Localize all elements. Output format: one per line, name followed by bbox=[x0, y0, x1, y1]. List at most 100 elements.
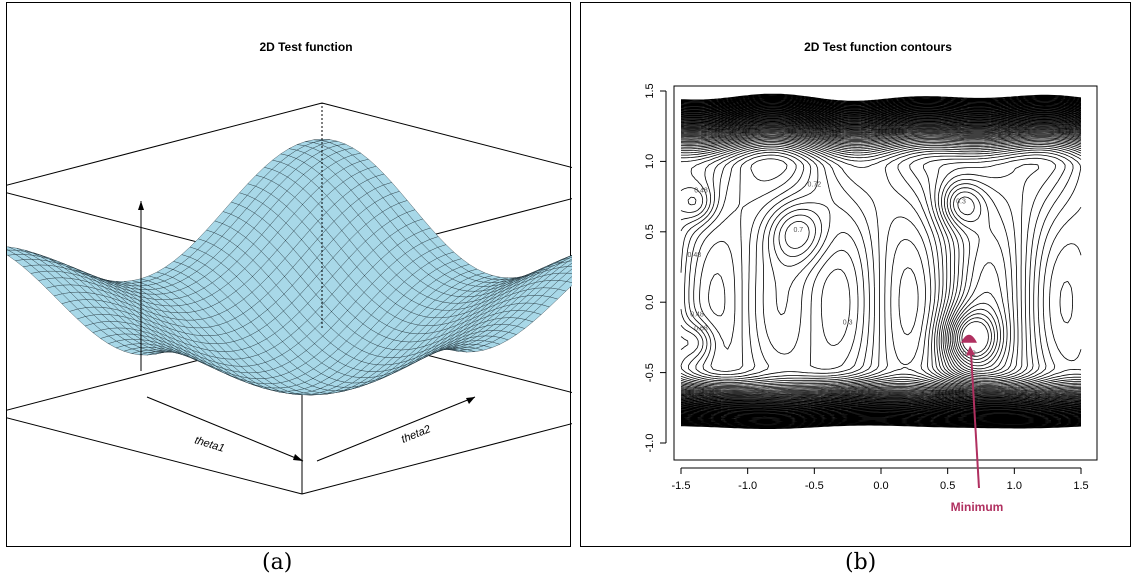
contour-line bbox=[680, 106, 1082, 418]
contour-line bbox=[680, 105, 1082, 419]
contour-line bbox=[680, 118, 1082, 407]
x-tick-label: 0.0 bbox=[873, 480, 888, 492]
contour-line bbox=[680, 109, 1082, 416]
contour-line bbox=[680, 103, 1082, 420]
y-axis-arrow bbox=[316, 396, 476, 462]
y-tick-label: -1.0 bbox=[644, 434, 656, 453]
contour-line bbox=[680, 139, 1082, 390]
x-tick-label: -0.5 bbox=[805, 480, 824, 492]
surface-box-back bbox=[7, 102, 572, 495]
contour-line bbox=[680, 116, 1082, 409]
contour-line bbox=[680, 132, 1082, 395]
contour-lines bbox=[680, 93, 1082, 429]
caption-b: (b) bbox=[845, 550, 877, 575]
contour-label: 0.3 bbox=[956, 199, 966, 206]
contour-line bbox=[680, 108, 1082, 416]
minimum-arrow-head bbox=[966, 345, 975, 356]
contour-line bbox=[680, 131, 1082, 396]
contour-title: 2D Test function contours bbox=[804, 40, 952, 54]
contour-line bbox=[680, 103, 1082, 421]
surface-plot: 2D Test function theta1 theta2 bbox=[7, 40, 572, 495]
contour-line bbox=[680, 120, 1082, 405]
contour-line bbox=[680, 129, 1082, 398]
contour-line bbox=[680, 107, 1082, 417]
contour-line bbox=[680, 110, 1082, 414]
contour-line bbox=[680, 144, 1082, 386]
plot-frame bbox=[673, 85, 1098, 461]
contour-label: 0.48 bbox=[694, 187, 708, 194]
contour-label: 0.68 bbox=[694, 325, 708, 332]
contour-label: 0.72 bbox=[808, 182, 822, 189]
contour-line bbox=[688, 151, 1056, 381]
contour-label: 0.48 bbox=[688, 252, 702, 259]
x-tick-label: 0.5 bbox=[940, 480, 955, 492]
contour-line bbox=[680, 135, 1082, 393]
contour-line bbox=[951, 196, 1005, 370]
contour-line bbox=[708, 183, 1015, 376]
contour-line bbox=[949, 191, 1008, 372]
contour-line bbox=[680, 110, 1082, 414]
contour-line bbox=[680, 112, 1082, 413]
contour-line bbox=[680, 119, 1082, 407]
contour-line bbox=[680, 125, 1082, 401]
contour-plot: 2D Test function contours 0.48 0.72 0.3 0.7… bbox=[644, 40, 1098, 514]
surface-mesh bbox=[7, 138, 572, 396]
contour-line bbox=[680, 138, 1082, 391]
contour-line bbox=[680, 124, 1082, 403]
contour-line bbox=[953, 302, 1001, 367]
contour-line bbox=[680, 114, 1082, 411]
x-arrow-head bbox=[293, 454, 303, 461]
contour-line bbox=[693, 154, 1040, 380]
contour-line bbox=[680, 102, 1082, 421]
contour-line bbox=[680, 117, 1082, 409]
z-arrow-head bbox=[138, 201, 144, 210]
surface-title: 2D Test function bbox=[259, 40, 352, 54]
contour-line bbox=[680, 141, 1082, 389]
minimum-annotation bbox=[961, 334, 980, 489]
contour-line bbox=[680, 134, 1082, 394]
contour-line bbox=[684, 149, 1066, 382]
surface-ylabel: theta2 bbox=[400, 423, 433, 446]
contour-line bbox=[680, 98, 1082, 425]
contour-line bbox=[680, 104, 1082, 419]
contour-line bbox=[680, 114, 1082, 410]
contour-line bbox=[680, 142, 1082, 388]
minimum-marker bbox=[961, 334, 977, 343]
surface-xlabel: theta1 bbox=[193, 434, 226, 454]
box-edge-bottom bbox=[7, 417, 303, 495]
contour-line bbox=[680, 117, 1082, 408]
y-tick-label: 0.0 bbox=[644, 295, 656, 310]
contour-line bbox=[680, 147, 1074, 384]
contour-line bbox=[680, 93, 1082, 429]
contour-line bbox=[680, 104, 1082, 420]
minimum-arrow bbox=[970, 352, 980, 489]
contour-line bbox=[680, 106, 1082, 418]
contour-line bbox=[680, 133, 1082, 395]
contour-line bbox=[680, 115, 1082, 410]
caption-a: (a) bbox=[262, 550, 293, 575]
contour-line bbox=[680, 109, 1082, 415]
box-edge-top bbox=[7, 102, 323, 186]
x-axis-arrow bbox=[146, 396, 304, 462]
minimum-label: Minimum bbox=[951, 500, 1004, 514]
x-tick-label: -1.5 bbox=[672, 480, 691, 492]
y-tick-label: 1.0 bbox=[644, 154, 656, 169]
surface-box-front bbox=[138, 103, 476, 462]
y-tick-label: -0.5 bbox=[644, 363, 656, 382]
x-tick-label: -1.0 bbox=[738, 480, 757, 492]
y-axis: -1.0 -0.5 0.0 0.5 1.0 1.5 bbox=[644, 83, 667, 453]
contour-line bbox=[680, 120, 1082, 406]
x-tick-label: 1.0 bbox=[1007, 480, 1022, 492]
contour-line bbox=[680, 122, 1082, 404]
contour-label: 0.3 bbox=[843, 320, 853, 327]
contour-label: 0.7 bbox=[793, 227, 803, 234]
contour-line bbox=[680, 130, 1082, 397]
contour-label: 0.48 bbox=[690, 311, 704, 318]
contour-line bbox=[680, 126, 1082, 400]
contour-line bbox=[680, 127, 1082, 400]
contour-line bbox=[680, 99, 1082, 424]
x-tick-label: 1.5 bbox=[1073, 480, 1088, 492]
contour-line bbox=[948, 187, 1011, 374]
y-tick-label: 0.5 bbox=[644, 224, 656, 239]
contour-line bbox=[680, 101, 1082, 422]
